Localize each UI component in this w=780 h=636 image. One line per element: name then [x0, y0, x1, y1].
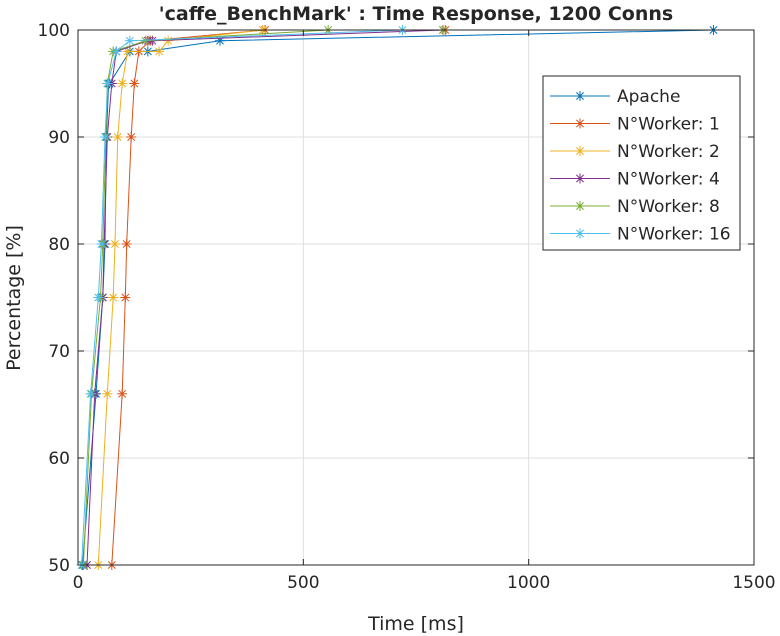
axes-box — [77, 29, 755, 566]
data-point — [120, 292, 131, 303]
legend-label: N°Worker: 2 — [617, 142, 720, 162]
data-point — [112, 132, 123, 142]
data-point — [121, 239, 132, 249]
series-layer — [76, 25, 719, 570]
legend-item: N°Worker: 1 — [550, 115, 720, 135]
data-point — [117, 388, 128, 399]
data-point — [96, 239, 107, 249]
data-point — [109, 239, 120, 249]
y-tick-label: 100 — [38, 21, 70, 41]
legend-marker — [575, 173, 585, 184]
legend-item: N°Worker: 8 — [550, 197, 720, 217]
legend-marker — [575, 228, 585, 239]
legend-marker — [575, 146, 585, 156]
y-tick-label: 80 — [48, 235, 70, 255]
tick-labels: 0 500 1000 1500 50 60 70 80 90 100 — [38, 21, 776, 593]
y-tick-label: 90 — [48, 128, 70, 148]
x-tick-label: 1500 — [732, 573, 775, 593]
legend-item: N°Worker: 2 — [550, 142, 720, 162]
data-point — [126, 132, 137, 142]
data-point — [111, 46, 122, 57]
x-tick-label: 500 — [287, 573, 319, 593]
legend-label: Apache — [617, 87, 680, 107]
data-point — [154, 46, 165, 57]
legend-item: Apache — [550, 87, 680, 107]
legend: Apache N°Worker: 1 N°Worker: 2 N°Worker: 4 N… — [542, 75, 741, 251]
legend-label: N°Worker: 4 — [617, 170, 720, 190]
data-point — [102, 388, 113, 399]
series-5 — [76, 25, 408, 570]
data-point — [108, 292, 119, 303]
y-tick-label: 70 — [48, 342, 70, 362]
data-point — [100, 132, 111, 142]
data-point — [124, 35, 135, 46]
y-tick-label: 60 — [48, 449, 70, 469]
legend-item: N°Worker: 4 — [550, 170, 720, 190]
data-point — [85, 388, 96, 399]
data-point — [102, 78, 113, 89]
y-axis-label: Percentage [%] — [3, 225, 25, 371]
legend-label: N°Worker: 8 — [617, 197, 720, 217]
series-line — [111, 29, 446, 566]
legend-item: N°Worker: 16 — [550, 225, 731, 245]
legend-box — [542, 75, 741, 251]
data-point — [129, 78, 140, 89]
x-axis-label: Time [ms] — [367, 613, 464, 635]
chart-title: 'caffe_BenchMark' : Time Response, 1200 … — [159, 3, 673, 25]
x-tick-label: 0 — [73, 573, 84, 593]
data-point — [163, 35, 174, 46]
ticks — [77, 29, 755, 566]
legend-label: N°Worker: 1 — [617, 115, 720, 135]
data-point — [93, 292, 104, 303]
legend-marker — [575, 91, 585, 101]
legend-marker — [575, 118, 585, 129]
series-line — [97, 29, 263, 566]
legend-marker — [575, 201, 585, 211]
data-point — [117, 78, 128, 89]
legend-label: N°Worker: 16 — [617, 225, 731, 245]
x-tick-label: 1000 — [507, 573, 550, 593]
y-tick-label: 50 — [48, 556, 70, 576]
